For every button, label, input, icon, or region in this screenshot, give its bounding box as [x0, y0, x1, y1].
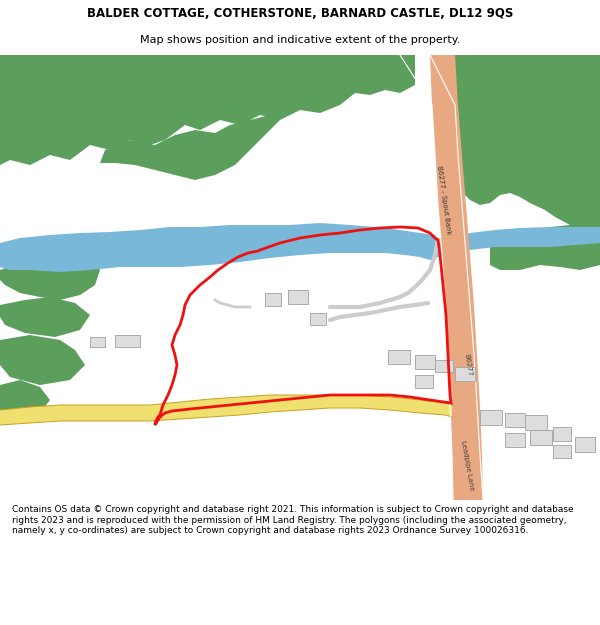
Bar [388, 350, 410, 364]
Bar [575, 437, 595, 452]
Bar [415, 355, 435, 369]
Bar [505, 413, 525, 427]
Polygon shape [490, 225, 600, 270]
Polygon shape [0, 260, 100, 300]
Text: Leadpipe Lane: Leadpipe Lane [460, 439, 475, 491]
Bar [435, 360, 453, 372]
Text: Map shows position and indicative extent of the property.: Map shows position and indicative extent… [140, 34, 460, 44]
Bar [553, 427, 571, 441]
Bar [525, 415, 547, 430]
Polygon shape [0, 297, 90, 337]
Bar [415, 375, 433, 388]
Polygon shape [0, 223, 600, 272]
Bar [90, 337, 105, 347]
Text: B6277: B6277 [463, 353, 472, 377]
Bar [310, 313, 326, 325]
Polygon shape [0, 55, 415, 165]
Text: BALDER COTTAGE, COTHERSTONE, BARNARD CASTLE, DL12 9QS: BALDER COTTAGE, COTHERSTONE, BARNARD CAS… [87, 8, 513, 20]
Text: B6277 - Spout Bank: B6277 - Spout Bank [436, 165, 452, 235]
Bar [265, 293, 281, 306]
Polygon shape [0, 395, 452, 425]
Text: Contains OS data © Crown copyright and database right 2021. This information is : Contains OS data © Crown copyright and d… [12, 506, 574, 535]
Bar [480, 410, 502, 425]
Polygon shape [450, 55, 600, 235]
Bar [288, 290, 308, 304]
Bar [505, 433, 525, 447]
Polygon shape [0, 380, 50, 418]
Polygon shape [100, 115, 280, 180]
Polygon shape [0, 335, 85, 385]
Bar [530, 430, 552, 445]
Bar [455, 367, 475, 381]
Polygon shape [400, 55, 483, 500]
Bar [115, 335, 140, 347]
Bar [553, 445, 571, 458]
